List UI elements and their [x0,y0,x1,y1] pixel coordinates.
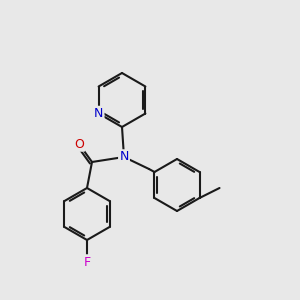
Text: F: F [83,256,91,268]
Text: N: N [119,151,129,164]
Text: O: O [74,137,84,151]
Text: N: N [94,107,103,120]
